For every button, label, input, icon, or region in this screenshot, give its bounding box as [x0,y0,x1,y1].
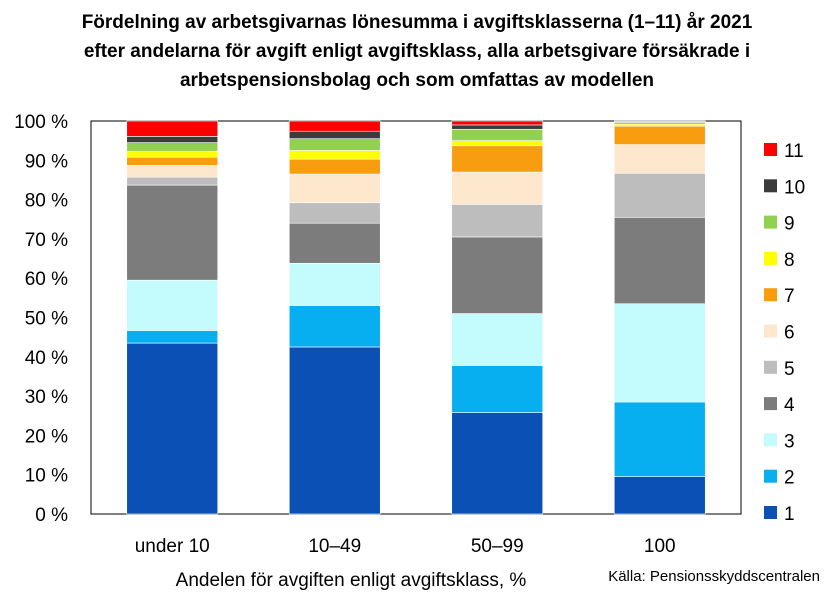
y-tick-label: 30 % [25,387,68,408]
bar-segment-11 [451,120,544,126]
bar-segment-8 [288,150,381,160]
bar-segment-4 [126,184,219,281]
y-tick-label: 20 % [25,426,68,447]
bar-segment-1 [126,342,219,515]
bar-segment-2 [451,365,544,413]
x-axis-title: Andelen för avgiften enligt avgiftsklass… [176,570,527,591]
legend-label-11: 11 [784,141,804,162]
bar-segment-7 [613,125,706,145]
bar-segment-9 [451,128,544,141]
bar-segment-6 [613,144,706,174]
legend-swatch-11 [764,143,777,156]
legend-label-10: 10 [784,177,805,198]
bar-segment-8 [126,150,219,158]
legend-swatch-4 [764,397,777,411]
y-tick-label: 60 % [25,269,68,290]
legend-label-6: 6 [784,323,795,344]
bar-segment-1 [288,346,381,515]
bar-segment-2 [613,401,706,477]
bar-segment-5 [126,176,219,186]
legend-swatch-1 [764,506,777,519]
y-tick-label: 70 % [25,230,68,251]
bar-segment-5 [451,204,544,238]
bar-segment-1 [613,476,706,515]
x-tick-label: 100 [644,536,676,557]
bar-segment-4 [613,216,706,305]
bar-segment-6 [451,171,544,205]
bar-segment-10 [126,136,219,143]
chart-title-line-3: arbetspensionsbolag och som omfattas av … [179,70,655,91]
y-tick-label: 100 % [14,112,68,133]
x-tick-label: 50–99 [471,536,524,557]
bar-segment-3 [613,303,706,403]
legend-label-3: 3 [784,431,795,452]
y-tick-label: 40 % [25,348,68,369]
bar-segment-7 [451,145,544,173]
bar-segment-2 [288,305,381,348]
legend-label-7: 7 [784,286,795,307]
bar-segment-3 [451,313,544,366]
legend-label-2: 2 [784,468,795,489]
chart-title: Fördelning av arbetsgivarnas lönesumma i… [0,8,834,95]
bar-segment-11 [126,120,219,137]
y-tick-label: 50 % [25,309,68,330]
legend-swatch-3 [764,433,777,447]
bar-segment-7 [288,158,381,175]
bar-segment-4 [288,222,381,264]
bar-segment-11 [613,120,706,123]
bar-segment-5 [288,202,381,224]
legend-swatch-2 [764,469,777,483]
legend-swatch-7 [764,288,777,302]
legend-swatch-9 [764,215,777,229]
legend-swatch-6 [764,324,777,338]
bar-segment-7 [126,156,219,166]
bar-segment-9 [126,142,219,152]
bar-segment-3 [288,262,381,307]
x-tick-label: 10–49 [308,536,361,557]
y-tick-label: 10 % [25,466,68,487]
bar-segment-3 [126,279,219,331]
x-tick-label: under 10 [135,536,210,557]
plot-frame [90,120,742,515]
chart-title-line-1: Fördelning av arbetsgivarnas lönesumma i… [81,12,753,33]
chart-title-line-2: efter andelarna för avgift enligt avgift… [83,41,751,62]
bar-segment-10 [288,130,381,139]
legend-swatch-5 [764,360,777,374]
legend-label-8: 8 [784,250,795,271]
y-tick-label: 0 % [35,505,68,526]
bar-segment-10 [451,124,544,130]
bar-segment-1 [451,412,544,515]
source-note: Källa: Pensionsskyddscentralen [608,568,820,585]
bar-segment-9 [288,138,381,151]
bar-segment-2 [126,330,219,344]
bar-segment-6 [288,173,381,204]
legend-label-1: 1 [784,504,795,525]
bar-segment-8 [451,140,544,147]
bar-segment-11 [288,120,381,132]
legend-swatch-8 [764,251,777,265]
legend-label-4: 4 [784,395,795,416]
legend-label-9: 9 [784,214,795,235]
legend-swatch-10 [764,179,777,193]
bar-segment-4 [451,236,544,314]
legend-label-5: 5 [784,359,795,380]
bar-segment-5 [613,172,706,218]
y-tick-label: 90 % [25,151,68,172]
bar-segment-6 [126,165,219,178]
y-tick-label: 80 % [25,191,68,212]
